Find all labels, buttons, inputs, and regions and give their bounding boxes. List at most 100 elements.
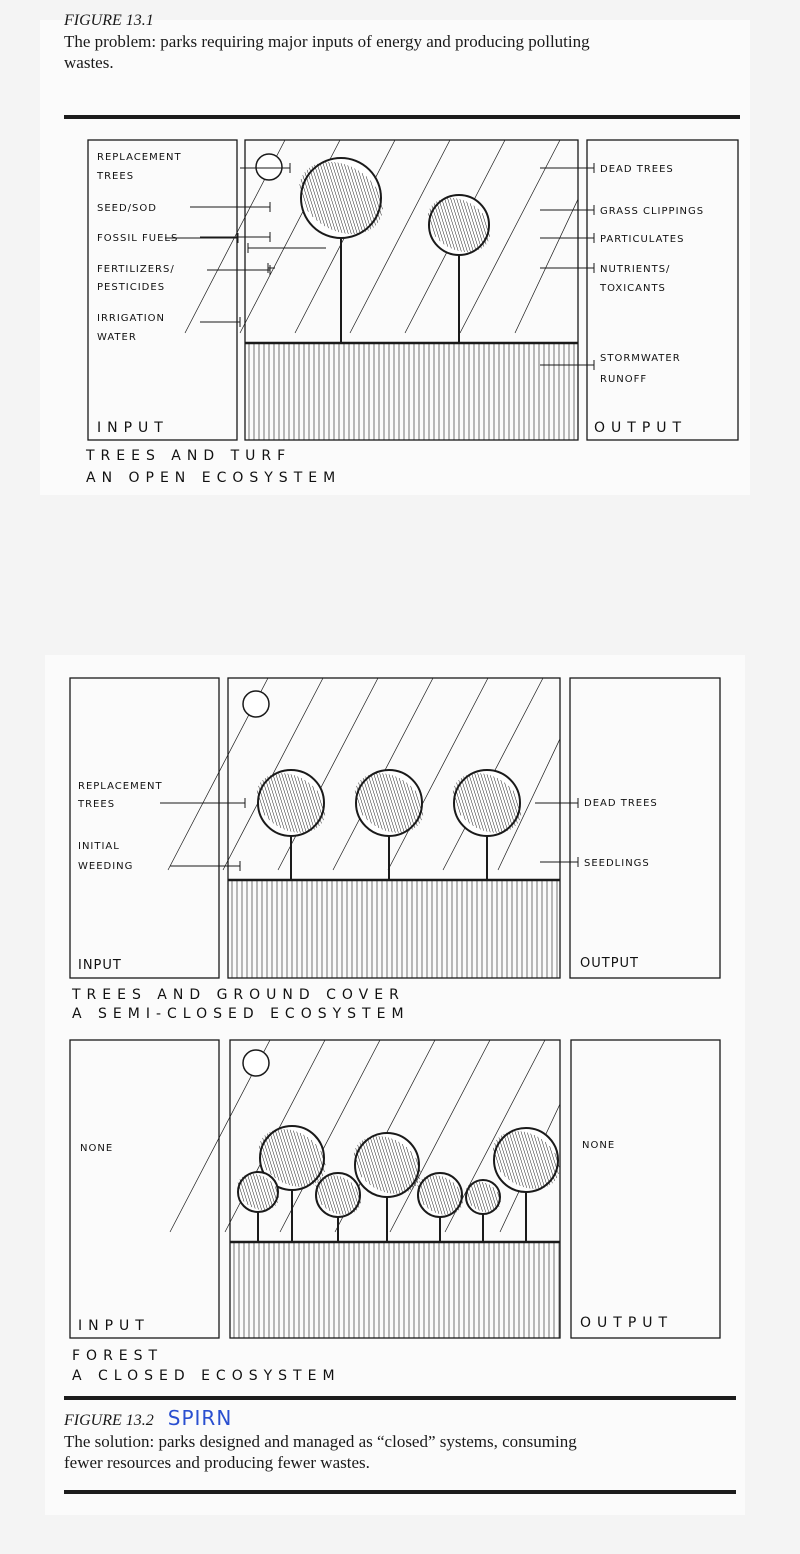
rule: [64, 1396, 736, 1400]
handwritten-note: SPIRN: [167, 1406, 233, 1430]
figure-1-label: FIGURE 13.1: [64, 12, 154, 29]
canopy-hatch: [450, 197, 468, 253]
canopy-hatch: [402, 779, 418, 827]
input-label: REPLACEMENT: [97, 152, 182, 163]
canopy-hatch: [460, 777, 478, 829]
output-label: RUNOFF: [600, 374, 647, 385]
figure-2-caption: FIGURE 13.2 SPIRN The solution: parks des…: [64, 1408, 577, 1473]
canopy-hatch: [392, 775, 410, 831]
canopy-hatch: [299, 184, 309, 212]
canopy-hatch: [306, 169, 326, 227]
canopy-hatch: [244, 1175, 256, 1209]
canopy-hatch: [462, 200, 480, 250]
canopy-hatch: [365, 776, 383, 830]
canopy-hatch: [270, 1181, 278, 1203]
canopy-hatch: [324, 1176, 338, 1214]
canopy-hatch: [454, 785, 466, 821]
canopy-hatch: [429, 208, 441, 242]
canopy-hatch: [382, 773, 402, 833]
canopy-hatch: [339, 1176, 353, 1214]
ecosystem-box: [229, 1039, 561, 1339]
canopy-hatch: [361, 173, 379, 223]
canopy-hatch: [346, 1179, 358, 1211]
canopy-hatch: [482, 1182, 492, 1212]
canopy-hatch: [344, 164, 366, 232]
canopy-hatch: [304, 779, 320, 827]
input-box: [69, 677, 220, 979]
canopy-hatch: [402, 1143, 416, 1187]
canopy-hatch: [394, 1139, 412, 1191]
canopy-hatch: [447, 197, 465, 253]
canopy-hatch: [375, 186, 383, 210]
canopy-hatch: [398, 777, 416, 829]
canopy-hatch: [468, 774, 488, 832]
output-label: DEAD TREES: [600, 164, 674, 175]
canopy-hatch: [438, 200, 456, 250]
canopy-hatch: [308, 782, 322, 824]
canopy-hatch: [269, 1131, 287, 1185]
canopy-hatch: [315, 1184, 323, 1206]
canopy-hatch: [253, 1173, 265, 1211]
canopy-hatch: [260, 782, 274, 824]
input-label: FOSSIL FUELS: [97, 233, 178, 244]
canopy-hatch: [327, 1175, 341, 1215]
canopy-hatch: [315, 1143, 325, 1173]
canopy-hatch: [517, 1131, 537, 1189]
figure-2-label: FIGURE 13.2: [64, 1412, 154, 1429]
canopy-hatch: [417, 1184, 425, 1206]
canopy-hatch: [508, 1131, 528, 1189]
canopy-hatch: [474, 773, 494, 833]
output-none: NONE: [582, 1140, 615, 1151]
canopy-hatch: [448, 1179, 460, 1211]
canopy-hatch: [343, 1177, 355, 1213]
canopy-hatch: [486, 774, 506, 832]
canopy-hatch: [358, 782, 372, 824]
canopy-hatch: [354, 168, 374, 228]
canopy-hatch: [388, 1137, 406, 1193]
canopy-hatch: [303, 1134, 319, 1182]
canopy-hatch: [264, 777, 282, 829]
canopy-hatch: [480, 773, 500, 833]
canopy-hatch: [311, 1139, 323, 1177]
page-1-scan: [40, 20, 750, 495]
canopy-hatch: [357, 1144, 371, 1186]
diagram-title: TREES AND TURF: [85, 448, 291, 464]
canopy-hatch: [406, 782, 420, 824]
canopy-hatch: [549, 1145, 559, 1175]
canopy-hatch: [358, 170, 376, 226]
canopy-hatch: [441, 1176, 455, 1214]
canopy-hatch: [362, 777, 380, 829]
canopy-hatch: [429, 1175, 443, 1215]
canopy-hatch: [302, 175, 318, 221]
figure-1-caption-line2: wastes.: [64, 53, 114, 72]
canopy-hatch: [545, 1141, 557, 1179]
output-heading: OUTPUT: [580, 956, 639, 971]
canopy-hatch: [530, 1133, 548, 1187]
canopy-hatch: [365, 176, 381, 220]
canopy-hatch: [347, 165, 369, 231]
canopy-hatch: [320, 1150, 326, 1166]
canopy-hatch: [296, 1131, 314, 1185]
canopy-hatch: [428, 213, 436, 237]
canopy-hatch: [426, 1176, 440, 1214]
canopy-hatch: [471, 773, 491, 833]
canopy-hatch: [258, 785, 270, 821]
canopy-hatch: [466, 1188, 472, 1206]
canopy-hatch: [299, 1132, 317, 1184]
sun-icon: [255, 153, 283, 181]
canopy-hatch: [496, 777, 514, 829]
input-label: WEEDING: [78, 861, 133, 872]
canopy-hatch: [441, 199, 459, 251]
sun-icon: [242, 690, 270, 718]
canopy-hatch: [334, 162, 358, 234]
canopy-hatch: [278, 773, 298, 833]
canopy-hatch: [537, 1136, 553, 1184]
canopy-hatch: [284, 773, 304, 833]
canopy-hatch: [275, 773, 295, 833]
canopy-hatch: [469, 203, 485, 247]
canopy-hatch: [414, 790, 424, 816]
canopy-hatch: [309, 167, 329, 229]
canopy-hatch: [297, 776, 315, 830]
canopy-hatch: [378, 1136, 398, 1194]
